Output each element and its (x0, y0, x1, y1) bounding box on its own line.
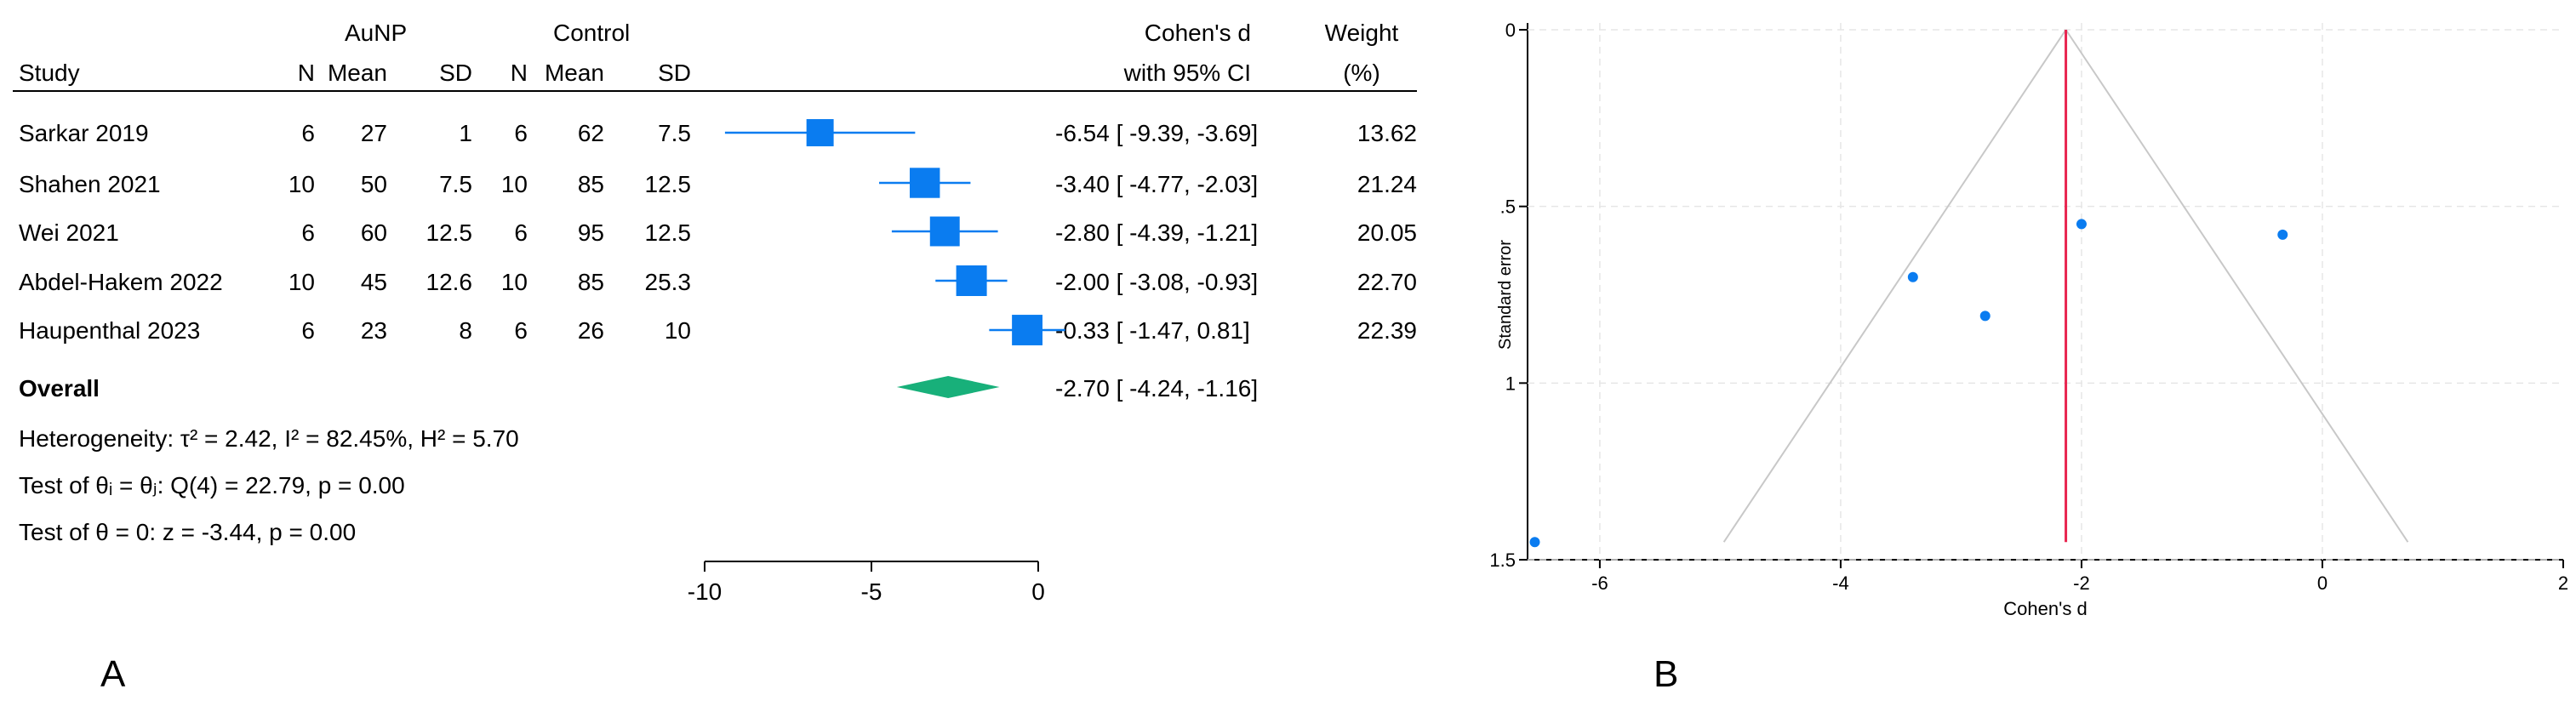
x-tick-label: -4 (1832, 572, 1849, 594)
sd1-value: 12.5 (426, 219, 473, 246)
x-tick-label: -5 (861, 578, 882, 605)
mean1-value: 45 (360, 269, 387, 295)
x-tick-label: -10 (688, 578, 722, 605)
x-tick-label: 0 (2317, 572, 2328, 594)
weight-value: 13.62 (1357, 120, 1417, 146)
effect-marker (806, 119, 834, 146)
effect-marker (1012, 315, 1043, 345)
study-point (2076, 219, 2087, 230)
weight-header-line1: Weight (1324, 20, 1399, 46)
effect-marker (929, 216, 960, 247)
effect-ci-text: -0.33 [ -1.47, 0.81] (1055, 317, 1250, 344)
weight-value: 22.70 (1357, 269, 1417, 295)
effect-ci-text: -3.40 [ -4.77, -2.03] (1055, 171, 1259, 197)
sd1-column-header: SD (439, 60, 472, 86)
x-tick-label: -2 (2073, 572, 2090, 594)
effect-marker (956, 265, 987, 296)
sd2-column-header: SD (658, 60, 691, 86)
sd2-value: 10 (664, 317, 691, 344)
overall-effect-test: Test of θ = 0: z = -3.44, p = 0.00 (19, 519, 357, 545)
sd2-value: 12.5 (644, 171, 692, 197)
effect-header-line1: Cohen's d (1144, 20, 1251, 46)
y-axis-title: Standard error (1496, 240, 1515, 350)
header-rule (13, 90, 1417, 92)
forest-plot: -10 -5 0 (688, 119, 1065, 605)
study-point (1529, 537, 1540, 548)
effect-header-line2: with 95% CI (1123, 60, 1251, 86)
funnel-right-line (2065, 29, 2409, 543)
n1-value: 10 (288, 171, 315, 197)
study-name: Wei 2021 (19, 219, 119, 246)
x-tick-label: 2 (2558, 572, 2568, 594)
mean2-value: 26 (577, 317, 604, 344)
n2-column-header: N (510, 60, 528, 86)
mean1-value: 60 (360, 219, 387, 246)
forest-plot-panel: AuNP Control Cohen's d Weight Study N Me… (13, 20, 1417, 695)
control-group-header: Control (553, 20, 631, 46)
panel-letter-a: A (100, 653, 126, 695)
y-tick-label: 1.5 (1489, 550, 1516, 571)
overall-diamond (896, 376, 1000, 398)
n1-value: 6 (301, 219, 315, 246)
y-tick-label: 1 (1505, 373, 1516, 394)
weight-value: 22.39 (1357, 317, 1417, 344)
panel-letter-b: B (1654, 653, 1679, 695)
overall-ci-text: -2.70 [ -4.24, -1.16] (1055, 375, 1259, 402)
weight-value: 21.24 (1357, 171, 1417, 197)
study-name: Abdel-Hakem 2022 (19, 269, 223, 295)
study-name: Shahen 2021 (19, 171, 161, 197)
mean2-value: 62 (577, 120, 604, 146)
sd1-value: 8 (459, 317, 472, 344)
mean1-value: 23 (360, 317, 387, 344)
weight-header-line2: (%) (1343, 60, 1380, 86)
effect-ci-text: -2.80 [ -4.39, -1.21] (1055, 219, 1259, 246)
funnel-plot: -6 -4 -2 0 2 0 .5 1 1.5 Cohen's d Standard error (1489, 20, 2568, 619)
sd2-value: 25.3 (644, 269, 692, 295)
x-axis-title: Cohen's d (2003, 598, 2087, 619)
y-tick-label: 0 (1505, 20, 1516, 41)
mean2-value: 95 (577, 219, 604, 246)
mean2-column-header: Mean (544, 60, 604, 86)
n2-value: 6 (514, 317, 528, 344)
n2-value: 10 (500, 171, 528, 197)
study-point (1979, 310, 1991, 322)
sd1-value: 7.5 (439, 171, 472, 197)
n1-value: 6 (301, 120, 315, 146)
study-column-header: Study (19, 60, 80, 86)
funnel-plot-panel: -6 -4 -2 0 2 0 .5 1 1.5 Cohen's d Standard error B (1489, 0, 2576, 712)
effect-marker (910, 168, 940, 198)
n2-value: 6 (514, 219, 528, 246)
homogeneity-test: Test of θᵢ = θⱼ: Q(4) = 22.79, p = 0.00 (19, 472, 405, 498)
study-point (1907, 271, 1918, 282)
study-point (2277, 229, 2288, 240)
effect-ci-text: -6.54 [ -9.39, -3.69] (1055, 120, 1259, 146)
effect-ci-text: -2.00 [ -3.08, -0.93] (1055, 269, 1259, 295)
n1-column-header: N (297, 60, 315, 86)
mean2-value: 85 (577, 171, 604, 197)
mean1-column-header: Mean (327, 60, 387, 86)
mean2-value: 85 (577, 269, 604, 295)
weight-value: 20.05 (1357, 219, 1417, 246)
funnel-left-line (1722, 29, 2067, 543)
sd2-value: 12.5 (644, 219, 692, 246)
mean1-value: 27 (360, 120, 387, 146)
heterogeneity-stats: Heterogeneity: τ² = 2.42, I² = 82.45%, H… (19, 425, 519, 452)
sd2-value: 7.5 (658, 120, 691, 146)
study-name: Haupenthal 2023 (19, 317, 201, 344)
n2-value: 6 (514, 120, 528, 146)
n1-value: 10 (288, 269, 315, 295)
n2-value: 10 (500, 269, 528, 295)
n1-value: 6 (301, 317, 315, 344)
y-tick-label: .5 (1500, 197, 1516, 218)
overall-label: Overall (19, 375, 100, 402)
study-name: Sarkar 2019 (19, 120, 149, 146)
x-tick-label: 0 (1031, 578, 1045, 605)
sd1-value: 1 (459, 120, 472, 146)
mean1-value: 50 (360, 171, 387, 197)
sd1-value: 12.6 (426, 269, 473, 295)
x-tick-label: -6 (1591, 572, 1608, 594)
treatment-group-header: AuNP (345, 20, 408, 46)
